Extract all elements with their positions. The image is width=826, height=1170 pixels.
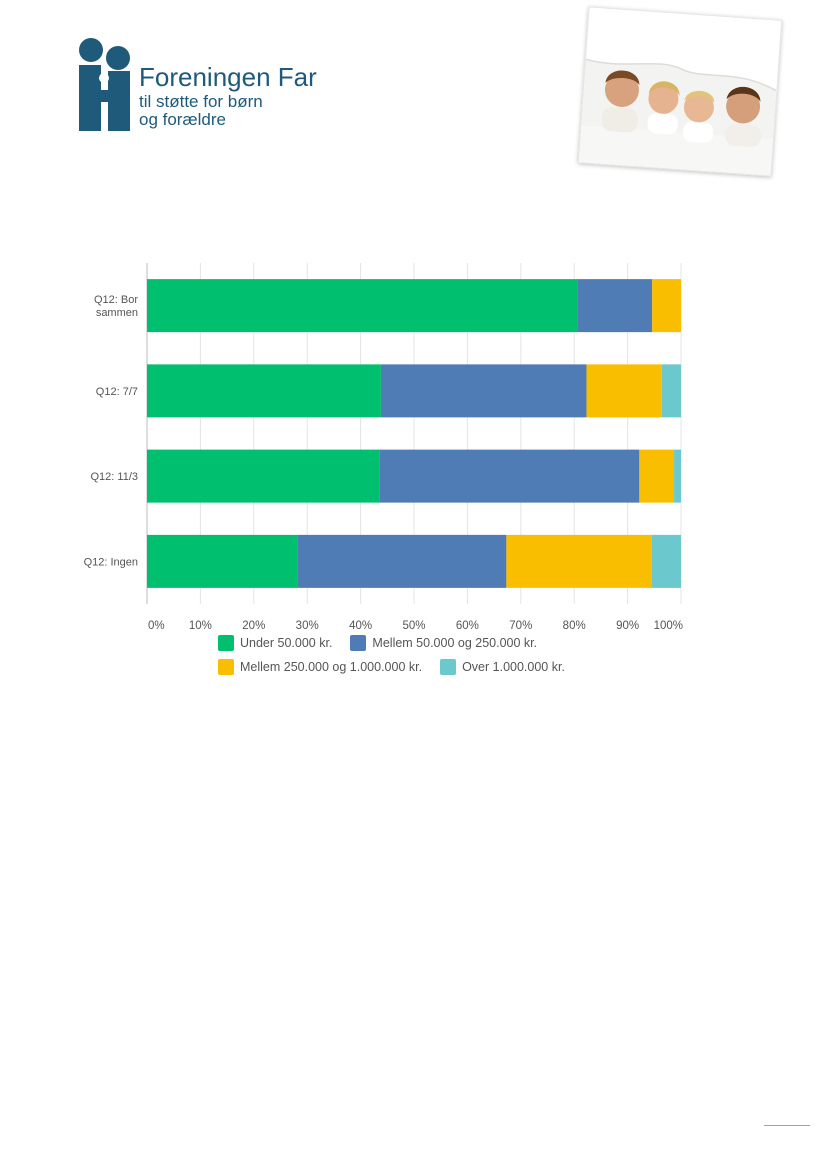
logo-title: Foreningen Far [139,62,317,92]
x-tick-label: 50% [402,620,425,632]
bar-segment [297,534,507,588]
category-label: Q12: 7/7 [96,386,138,398]
legend-label: Mellem 50.000 og 250.000 kr. [372,636,538,650]
bar-segment [674,449,681,503]
bar-segment [147,279,578,333]
x-tick-label: 30% [296,620,319,632]
legend-label: Under 50.000 kr. [240,636,333,650]
page-marker-line [764,1125,810,1126]
family-photo-icon [577,6,783,177]
legend-item: Mellem 250.000 og 1.000.000 kr. [218,659,422,675]
logo-subtitle-line2: og forældre [139,110,226,129]
bar-segment [380,364,587,418]
legend-label: Mellem 250.000 og 1.000.000 kr. [240,660,423,674]
legend-label: Over 1.000.000 kr. [462,660,565,674]
x-tick-label: 90% [616,620,639,632]
legend-swatch [350,635,367,651]
x-tick-label: 10% [189,620,212,632]
legend-row: Mellem 250.000 og 1.000.000 kr. Over 1.00… [218,659,688,675]
logo: Foreningen Far til støtte for børn og fo… [78,38,338,138]
legend-row: Under 50.000 kr. Mellem 50.000 og 250.000… [218,635,688,651]
bar-segment [379,449,640,503]
legend-item: Over 1.000.000 kr. [440,659,565,675]
logo-subtitle-line1: til støtte for børn [139,92,263,111]
bar-segment [577,279,653,333]
chart-legend: Under 50.000 kr. Mellem 50.000 og 250.000… [218,635,688,683]
category-label: sammen [96,307,138,319]
legend-swatch [218,659,234,675]
bar-segment [652,279,681,333]
bar-segment [147,534,298,588]
bar-segment [506,534,652,588]
bar-segment [147,364,381,418]
x-tick-label: 0% [148,620,165,632]
logo-mark-icon [79,38,130,131]
category-label: Q12: Bor [94,294,138,306]
category-label: Q12: 11/3 [91,471,139,483]
bar-segment [661,364,681,418]
x-tick-label: 100% [654,620,683,632]
x-tick-label: 60% [456,620,479,632]
bar-segment [586,364,662,418]
legend-item: Mellem 50.000 og 250.000 kr. [350,635,537,651]
x-tick-label: 70% [509,620,532,632]
x-tick-label: 80% [563,620,586,632]
legend-swatch [218,635,234,651]
bar-segment [651,534,681,588]
x-tick-label: 20% [242,620,265,632]
chart: Q12: Bor sammen Q12: 7/7 Q12: 11/3 Q12: Inge… [70,255,710,695]
bar-segment [639,449,675,503]
legend-swatch [440,659,457,675]
x-tick-label: 40% [349,620,372,632]
logo-text: Foreningen Far til støtte for børn og fo… [139,64,317,128]
bar-segment [147,449,380,503]
category-label: Q12: Ingen [84,556,138,568]
legend-item: Under 50.000 kr. [218,635,332,651]
